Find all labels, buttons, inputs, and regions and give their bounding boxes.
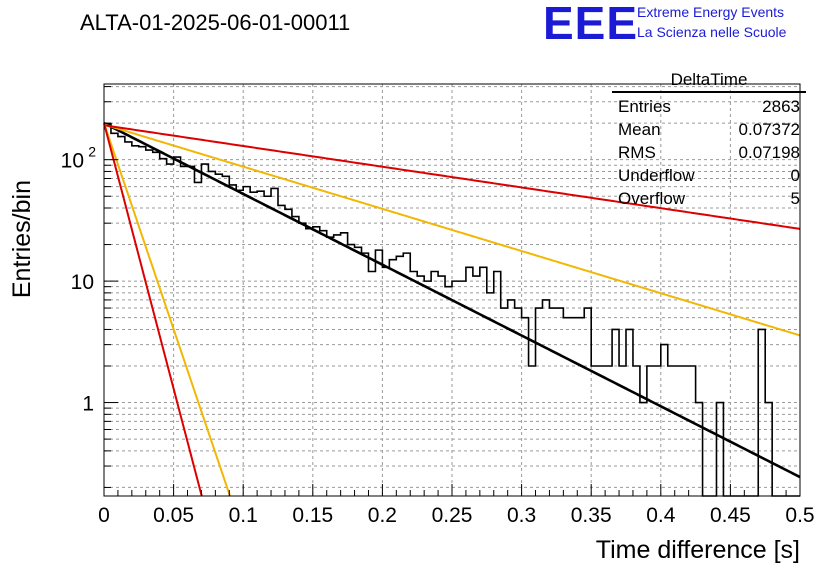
y-tick-label: 10 xyxy=(71,271,94,294)
stats-title: DeltaTime xyxy=(612,70,806,93)
stats-label: Underflow xyxy=(618,166,695,185)
x-tick-label: 0.45 xyxy=(710,504,751,527)
stats-value: 5 xyxy=(790,189,800,208)
grid xyxy=(104,84,800,496)
stats-value: 2863 xyxy=(762,97,800,116)
histogram xyxy=(104,122,800,497)
fit-curves xyxy=(103,121,801,497)
eee-logo: EEE xyxy=(543,0,639,49)
stats-label: Entries xyxy=(618,97,671,116)
fit-curve xyxy=(103,123,801,337)
x-tick-label: 0.2 xyxy=(368,504,397,527)
stats-value: 0.07198 xyxy=(738,143,800,162)
tick-labels: 0 0.05 0.1 0.15 0.2 0.25 0.3 0.35 0.4 0.45 0.5 1 10 1… xyxy=(61,144,815,527)
x-tick-label: 0.3 xyxy=(507,504,536,527)
stats-row-rms: RMS 0.07198 xyxy=(612,141,806,164)
fit-curve xyxy=(103,122,203,497)
x-tick-label: 0.4 xyxy=(646,504,676,527)
x-tick-label: 0.15 xyxy=(292,504,333,527)
stats-label: Overflow xyxy=(618,189,686,208)
logo-line-2: La Scienza nelle Scuole xyxy=(637,24,787,40)
x-tick-label: 0.25 xyxy=(432,504,473,527)
fit-curve xyxy=(103,124,801,230)
x-tick-label: 0.05 xyxy=(153,504,194,527)
logo-line-1: Extreme Energy Events xyxy=(637,4,785,20)
stats-label: Mean xyxy=(618,120,661,139)
stats-label: RMS xyxy=(618,143,656,162)
x-tick-label: 0.5 xyxy=(785,504,814,527)
stats-row-underflow: Underflow 0 xyxy=(612,164,806,187)
histogram-outline xyxy=(104,122,800,497)
x-tick-label: 0.35 xyxy=(571,504,612,527)
fit-curve xyxy=(103,121,801,479)
fit-curve xyxy=(103,122,231,497)
run-title: ALTA-01-2025-06-01-00011 xyxy=(80,10,351,35)
stats-box: DeltaTime Entries 2863 Mean 0.07372 RMS … xyxy=(612,70,806,210)
stats-row-entries: Entries 2863 xyxy=(612,95,806,118)
x-axis-label: Time difference [s] xyxy=(596,536,800,564)
x-tick-label: 0.1 xyxy=(229,504,258,527)
stats-value: 0.07372 xyxy=(738,120,800,139)
y-tick-label: 10 xyxy=(61,150,84,173)
x-tick-label: 0 xyxy=(98,504,110,527)
stats-row-mean: Mean 0.07372 xyxy=(612,118,806,141)
y-tick-label: 1 xyxy=(82,393,94,416)
stats-value: 0 xyxy=(790,166,800,185)
y-tick-exponent: 2 xyxy=(88,144,96,160)
axis-ticks xyxy=(103,86,801,496)
stats-row-overflow: Overflow 5 xyxy=(612,187,806,210)
y-axis-label: Entries/bin xyxy=(8,180,36,298)
